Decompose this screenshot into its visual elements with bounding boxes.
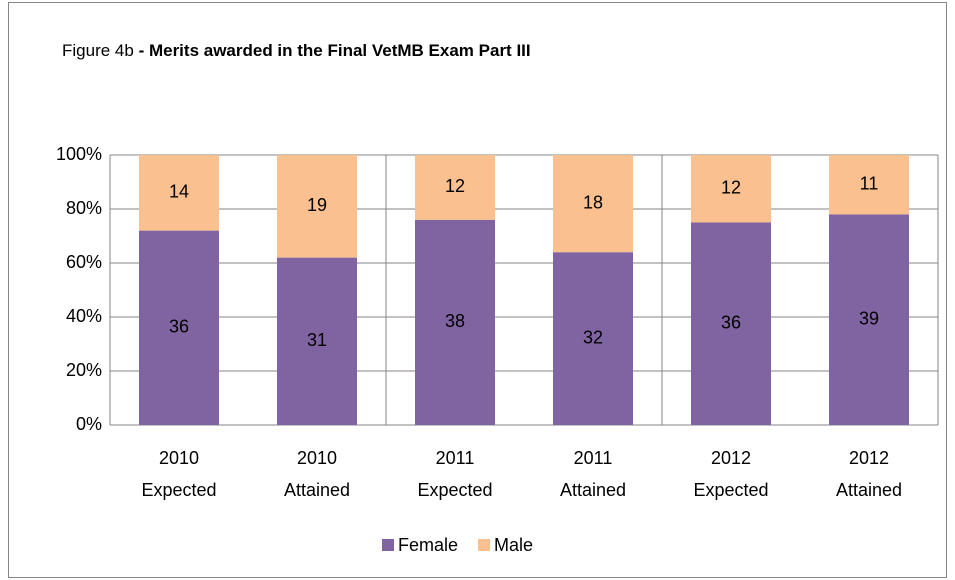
x-tick-label: Expected <box>141 480 216 500</box>
bar-segment <box>277 257 357 425</box>
data-label: 36 <box>169 317 189 337</box>
y-tick-label: 80% <box>66 198 102 218</box>
bar-segment <box>829 214 909 425</box>
x-tick-label: Attained <box>284 480 350 500</box>
bar-segment <box>139 155 219 231</box>
title-prefix: Figure 4b <box>62 41 134 60</box>
bar-segment <box>139 230 219 425</box>
data-label: 36 <box>721 313 741 333</box>
data-label: 18 <box>583 192 603 212</box>
bar-segment <box>415 155 495 220</box>
x-tick-label: 2011 <box>436 448 475 468</box>
bar-segment <box>691 155 771 223</box>
bar-segment <box>277 155 357 258</box>
x-tick-label: 2010 <box>297 448 337 468</box>
y-tick-label: 0% <box>76 414 102 434</box>
bar-segment <box>691 222 771 425</box>
title-main: - Merits awarded in the Final VetMB Exam… <box>139 41 531 60</box>
x-tick-label: Expected <box>417 480 492 500</box>
bar-segment <box>415 219 495 425</box>
x-tick-label: Attained <box>560 480 626 500</box>
x-tick-label: 2012 <box>849 448 889 468</box>
bar-segment <box>553 155 633 253</box>
y-tick-label: 20% <box>66 360 102 380</box>
y-tick-label: 60% <box>66 252 102 272</box>
y-tick-label: 40% <box>66 306 102 326</box>
legend-label: Female <box>398 535 458 555</box>
data-label: 12 <box>445 176 465 196</box>
data-label: 11 <box>860 173 879 193</box>
x-tick-label: Expected <box>693 480 768 500</box>
legend-swatch <box>382 539 394 551</box>
bar-segment <box>553 252 633 425</box>
x-tick-label: 2010 <box>159 448 199 468</box>
data-label: 31 <box>307 330 327 350</box>
legend-label: Male <box>494 535 533 555</box>
data-label: 12 <box>721 178 741 198</box>
data-label: 38 <box>445 311 465 331</box>
legend-swatch <box>478 539 491 551</box>
bar-segment <box>829 155 909 215</box>
data-label: 14 <box>169 182 189 202</box>
chart-title: Figure 4b - Merits awarded in the Final … <box>62 41 531 60</box>
x-tick-label: Attained <box>836 480 902 500</box>
x-tick-label: 2011 <box>574 448 613 468</box>
y-tick-label: 100% <box>56 144 102 164</box>
data-label: 32 <box>583 327 603 347</box>
x-tick-label: 2012 <box>711 448 751 468</box>
data-label: 39 <box>859 308 879 328</box>
data-label: 19 <box>307 195 327 215</box>
